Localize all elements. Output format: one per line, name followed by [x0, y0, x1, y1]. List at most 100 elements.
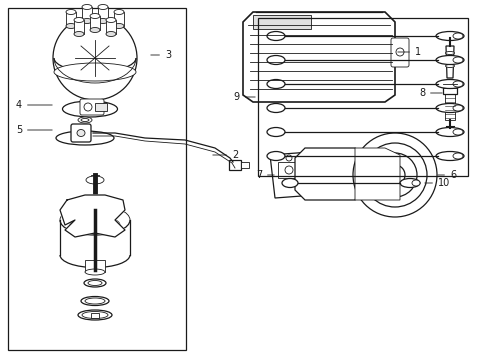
Bar: [278, 162, 299, 178]
Polygon shape: [60, 195, 125, 237]
Circle shape: [352, 133, 436, 217]
Ellipse shape: [435, 31, 463, 40]
Ellipse shape: [78, 117, 92, 123]
Circle shape: [372, 153, 416, 197]
Bar: [8, 8, 185, 350]
Bar: [106, 20, 116, 34]
Bar: [66, 12, 76, 26]
Ellipse shape: [435, 104, 463, 112]
Polygon shape: [354, 148, 399, 200]
Ellipse shape: [266, 152, 285, 161]
Ellipse shape: [282, 179, 297, 188]
Ellipse shape: [90, 27, 100, 32]
Ellipse shape: [106, 31, 116, 36]
Ellipse shape: [266, 127, 285, 136]
Ellipse shape: [452, 33, 462, 39]
Ellipse shape: [452, 105, 462, 111]
Ellipse shape: [266, 55, 285, 64]
Polygon shape: [445, 46, 453, 78]
Bar: [444, 94, 454, 120]
Ellipse shape: [445, 58, 453, 62]
Ellipse shape: [77, 130, 85, 136]
Bar: [442, 80, 456, 94]
Ellipse shape: [62, 101, 117, 117]
Ellipse shape: [445, 64, 453, 68]
Ellipse shape: [377, 169, 391, 191]
Circle shape: [395, 48, 403, 56]
Bar: [252, 15, 310, 29]
Ellipse shape: [88, 280, 102, 285]
Text: 4: 4: [16, 100, 52, 110]
Polygon shape: [269, 152, 314, 198]
Text: 6: 6: [437, 170, 455, 180]
Bar: [90, 16, 100, 30]
Polygon shape: [243, 12, 394, 102]
Ellipse shape: [98, 18, 108, 23]
Ellipse shape: [435, 152, 463, 161]
Ellipse shape: [85, 298, 105, 304]
Text: 9: 9: [233, 92, 255, 102]
Ellipse shape: [66, 9, 76, 14]
Bar: [114, 12, 124, 26]
Text: 1: 1: [397, 47, 420, 57]
Ellipse shape: [66, 23, 76, 28]
Circle shape: [285, 155, 291, 161]
Text: 2: 2: [212, 150, 238, 160]
Ellipse shape: [411, 180, 419, 186]
FancyBboxPatch shape: [80, 99, 104, 115]
Ellipse shape: [78, 310, 112, 320]
Ellipse shape: [56, 131, 114, 145]
Ellipse shape: [452, 129, 462, 135]
Text: 7: 7: [255, 170, 274, 180]
Ellipse shape: [452, 153, 462, 159]
Text: 5: 5: [16, 125, 52, 135]
Ellipse shape: [90, 13, 100, 18]
Ellipse shape: [266, 31, 285, 40]
Ellipse shape: [81, 118, 89, 122]
Bar: [82, 7, 92, 21]
Ellipse shape: [435, 127, 463, 136]
Ellipse shape: [452, 81, 462, 87]
FancyBboxPatch shape: [71, 124, 91, 142]
Circle shape: [384, 165, 404, 185]
Ellipse shape: [82, 18, 92, 23]
Ellipse shape: [74, 18, 84, 22]
Circle shape: [84, 103, 92, 111]
Ellipse shape: [74, 31, 84, 36]
Ellipse shape: [98, 4, 108, 9]
Ellipse shape: [82, 4, 92, 9]
Text: 3: 3: [150, 50, 171, 60]
Ellipse shape: [106, 18, 116, 22]
Bar: [228, 160, 241, 170]
Bar: [258, 18, 467, 176]
Ellipse shape: [70, 216, 120, 234]
Ellipse shape: [114, 9, 124, 14]
Bar: [95, 103, 107, 111]
Circle shape: [285, 166, 292, 174]
Text: 10: 10: [424, 178, 449, 188]
Ellipse shape: [452, 57, 462, 63]
Ellipse shape: [84, 279, 106, 287]
Ellipse shape: [54, 63, 136, 81]
Bar: [91, 313, 99, 318]
Ellipse shape: [81, 297, 109, 306]
Text: 8: 8: [418, 88, 441, 98]
Ellipse shape: [399, 179, 419, 188]
Ellipse shape: [266, 80, 285, 89]
Ellipse shape: [114, 23, 124, 28]
Ellipse shape: [445, 51, 453, 54]
Bar: [241, 162, 248, 168]
Bar: [74, 20, 84, 34]
Bar: [85, 260, 105, 272]
Circle shape: [362, 143, 426, 207]
FancyBboxPatch shape: [390, 38, 408, 67]
Ellipse shape: [435, 80, 463, 89]
Ellipse shape: [80, 219, 110, 231]
Polygon shape: [294, 148, 367, 200]
Ellipse shape: [85, 269, 105, 275]
Bar: [98, 7, 108, 21]
Ellipse shape: [435, 55, 463, 64]
Ellipse shape: [266, 104, 285, 112]
Ellipse shape: [82, 311, 108, 319]
Ellipse shape: [86, 176, 104, 184]
